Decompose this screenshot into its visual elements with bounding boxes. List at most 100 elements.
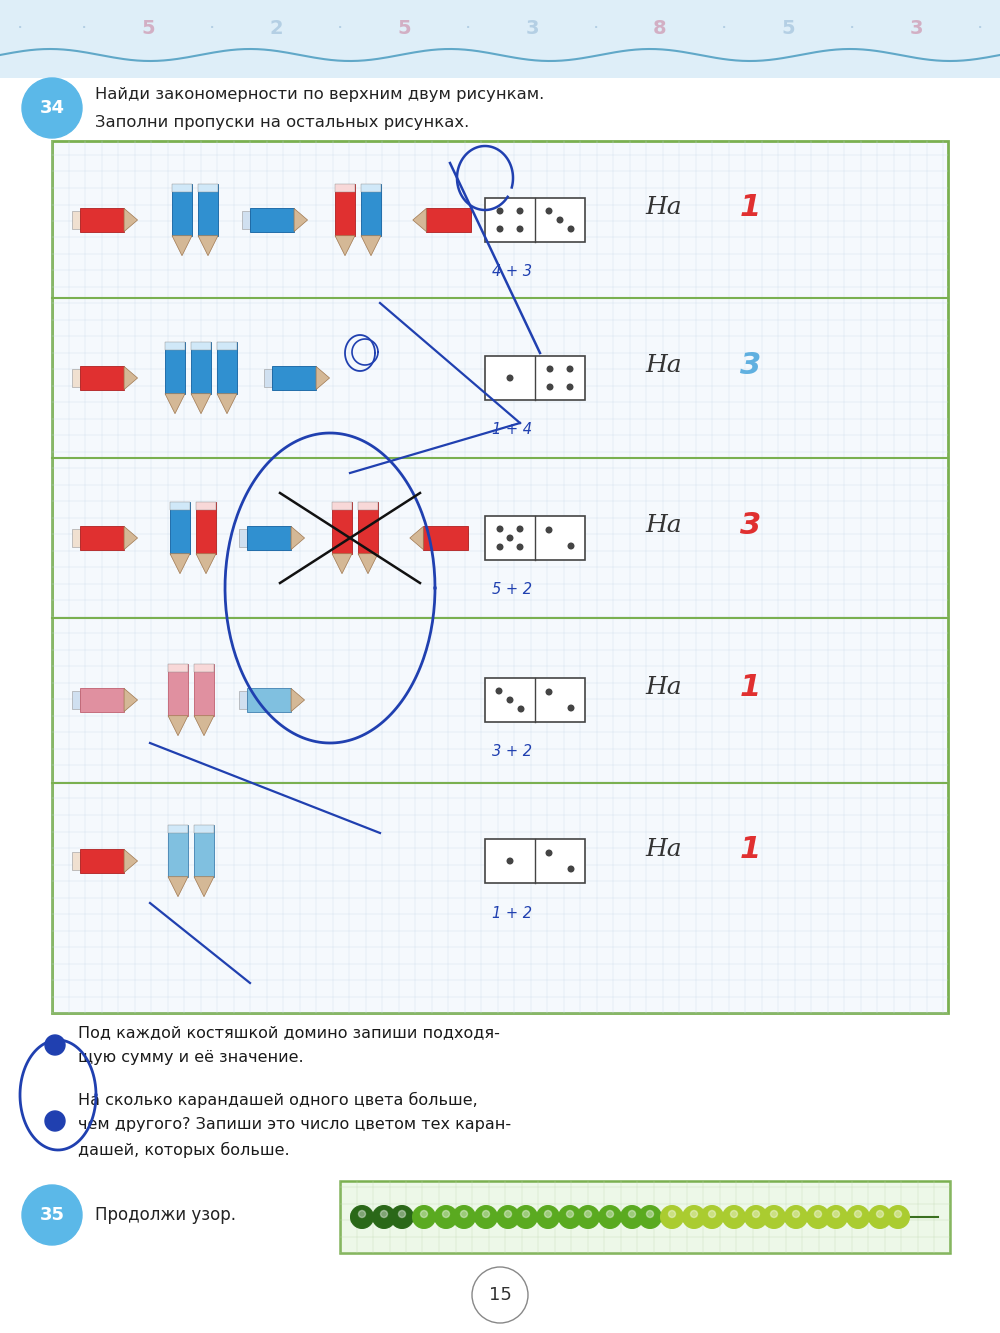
Polygon shape [194, 716, 214, 736]
Circle shape [391, 1205, 414, 1229]
FancyBboxPatch shape [361, 184, 381, 192]
Polygon shape [124, 367, 138, 389]
FancyBboxPatch shape [72, 690, 80, 709]
Circle shape [373, 1205, 396, 1229]
Polygon shape [165, 393, 185, 413]
FancyBboxPatch shape [358, 503, 378, 553]
Polygon shape [332, 553, 352, 573]
Circle shape [722, 1205, 746, 1229]
Circle shape [507, 858, 513, 864]
Text: 4 + 3: 4 + 3 [492, 264, 532, 280]
Text: 34: 34 [40, 99, 64, 117]
Text: ·: · [850, 23, 854, 33]
Circle shape [434, 1205, 458, 1229]
Circle shape [507, 697, 513, 702]
Polygon shape [124, 527, 138, 549]
Polygon shape [358, 553, 378, 573]
Circle shape [536, 1205, 560, 1229]
Circle shape [413, 1205, 436, 1229]
FancyBboxPatch shape [168, 825, 188, 877]
Circle shape [876, 1210, 884, 1217]
Circle shape [567, 384, 573, 389]
FancyBboxPatch shape [80, 688, 124, 712]
FancyBboxPatch shape [194, 825, 214, 877]
Circle shape [661, 1205, 684, 1229]
FancyBboxPatch shape [423, 527, 468, 549]
Circle shape [763, 1205, 786, 1229]
Circle shape [546, 208, 552, 213]
Text: Под каждой костяшкой домино запиши подходя-
щую сумму и её значение.: Под каждой костяшкой домино запиши подхо… [78, 1025, 500, 1065]
Polygon shape [291, 527, 305, 549]
FancyBboxPatch shape [485, 356, 585, 400]
Circle shape [792, 1210, 800, 1217]
FancyBboxPatch shape [198, 184, 218, 192]
Circle shape [730, 1210, 738, 1217]
FancyBboxPatch shape [172, 184, 192, 236]
Text: 3 + 2: 3 + 2 [492, 745, 532, 760]
FancyBboxPatch shape [194, 664, 214, 672]
FancyBboxPatch shape [247, 688, 291, 712]
FancyBboxPatch shape [194, 664, 214, 716]
Circle shape [682, 1205, 706, 1229]
Text: На: На [645, 355, 682, 377]
Circle shape [784, 1205, 808, 1229]
Circle shape [351, 1205, 374, 1229]
Polygon shape [196, 553, 216, 573]
Circle shape [420, 1210, 428, 1217]
Circle shape [854, 1210, 862, 1217]
Text: 1: 1 [740, 193, 761, 223]
FancyBboxPatch shape [0, 0, 1000, 79]
FancyBboxPatch shape [463, 211, 471, 229]
Circle shape [639, 1205, 662, 1229]
Polygon shape [124, 208, 138, 232]
Text: ·: · [338, 23, 342, 33]
Circle shape [546, 850, 552, 856]
Circle shape [668, 1210, 676, 1217]
Circle shape [753, 1210, 760, 1217]
FancyBboxPatch shape [170, 503, 190, 553]
FancyBboxPatch shape [247, 527, 291, 549]
Circle shape [45, 1034, 65, 1054]
Circle shape [806, 1205, 830, 1229]
Circle shape [547, 367, 553, 372]
Circle shape [567, 367, 573, 372]
Text: 1 + 4: 1 + 4 [492, 423, 532, 437]
Circle shape [505, 1210, 512, 1217]
FancyBboxPatch shape [485, 678, 585, 722]
Circle shape [832, 1210, 840, 1217]
Polygon shape [124, 849, 138, 873]
Circle shape [358, 1210, 366, 1217]
Circle shape [517, 208, 523, 213]
Polygon shape [168, 716, 188, 736]
Text: 1: 1 [740, 834, 761, 864]
Circle shape [895, 1210, 902, 1217]
FancyBboxPatch shape [239, 690, 247, 709]
Text: ·: · [18, 23, 22, 33]
Circle shape [568, 866, 574, 872]
Polygon shape [316, 367, 330, 389]
Circle shape [868, 1205, 892, 1229]
FancyBboxPatch shape [335, 184, 355, 192]
Circle shape [568, 705, 574, 710]
Circle shape [497, 527, 503, 532]
Circle shape [475, 1205, 498, 1229]
Text: На: На [645, 515, 682, 537]
Polygon shape [335, 236, 355, 256]
Circle shape [568, 227, 574, 232]
FancyBboxPatch shape [272, 367, 316, 389]
Circle shape [399, 1210, 406, 1217]
FancyBboxPatch shape [198, 184, 218, 236]
FancyBboxPatch shape [264, 369, 272, 387]
FancyBboxPatch shape [196, 503, 216, 509]
Text: 3: 3 [740, 352, 761, 380]
FancyBboxPatch shape [191, 343, 211, 349]
Circle shape [744, 1205, 768, 1229]
Polygon shape [170, 553, 190, 573]
Circle shape [496, 1205, 520, 1229]
Circle shape [442, 1210, 450, 1217]
Text: 1 + 2: 1 + 2 [492, 905, 532, 921]
FancyBboxPatch shape [361, 184, 381, 236]
Polygon shape [361, 236, 381, 256]
Circle shape [517, 527, 523, 532]
Circle shape [547, 384, 553, 389]
